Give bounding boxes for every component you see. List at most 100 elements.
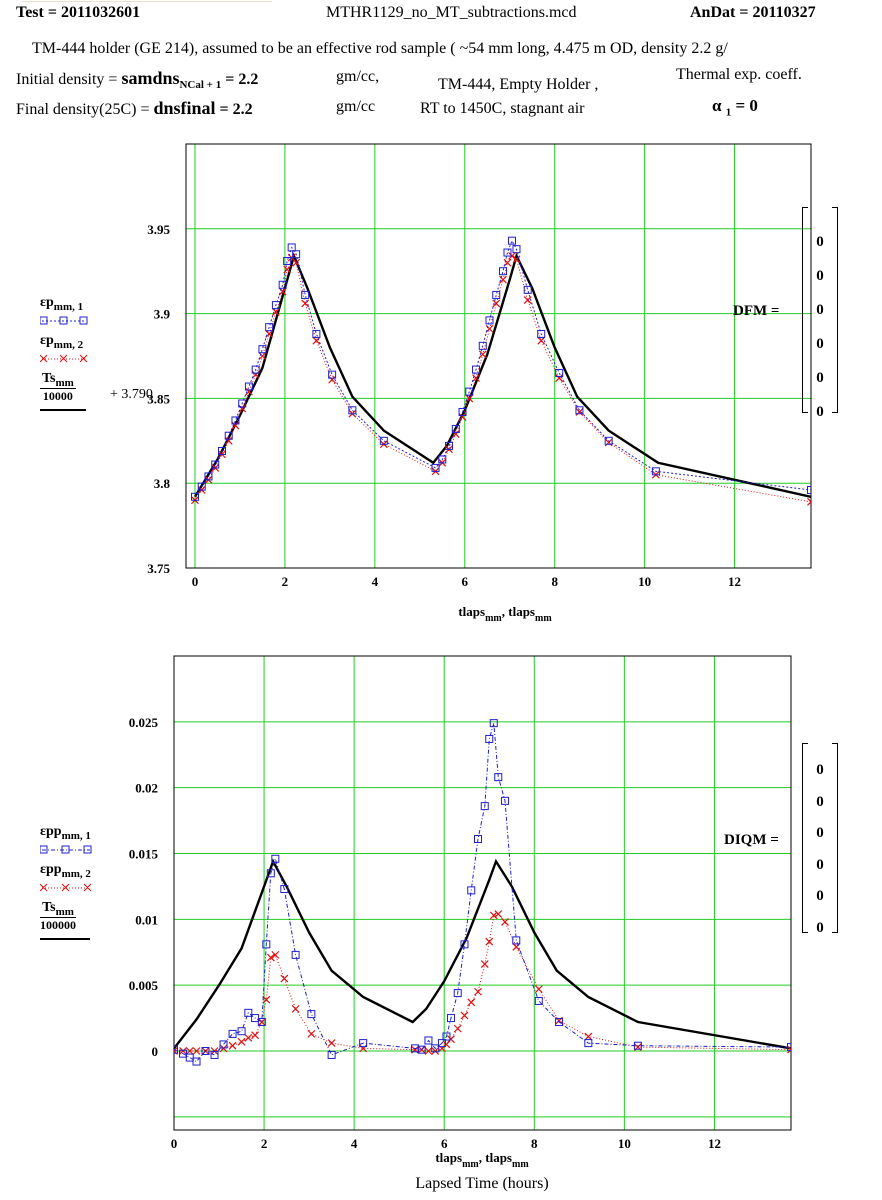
data-point <box>451 430 460 438</box>
data-point <box>480 960 489 969</box>
data-point <box>445 441 454 450</box>
data-point <box>494 910 503 918</box>
data-point <box>238 404 247 413</box>
legend-1: εpmm, 1 εpmm, 2 Tsmm 10000 + 3.790 <box>39 295 153 412</box>
data-point <box>272 307 280 316</box>
data-point <box>534 985 543 994</box>
series-1 <box>190 236 811 501</box>
data-point <box>262 995 271 1004</box>
data-point <box>271 950 280 959</box>
data-point <box>307 1010 316 1019</box>
diqm-matrix: 0 0 0 0 0 0 <box>802 743 838 936</box>
data-point <box>219 1040 228 1049</box>
data-point <box>480 802 489 811</box>
data-point <box>192 1057 201 1066</box>
data-point <box>507 236 516 245</box>
data-point <box>604 438 613 447</box>
series-line <box>193 252 811 498</box>
data-point <box>312 336 321 345</box>
y-tick-label: 0.025 <box>129 715 159 730</box>
data-point <box>291 1004 300 1013</box>
data-point <box>512 936 521 945</box>
density-chart: 0 2 4 6 8 10 12 3.75 3.8 3.85 3.9 3.95 tlapsmm, tla… <box>147 143 812 624</box>
data-point <box>807 497 811 506</box>
matrix-value: 0 <box>816 825 824 841</box>
x-tick-label: 2 <box>282 574 289 589</box>
final-density: Final density(25C) = dnsfinal = 2.2 <box>16 98 253 118</box>
tick-labels: 0 2 4 6 8 10 12 0 0.005 0.01 0.015 0.02 0.025 <box>129 715 721 1151</box>
data-point <box>278 280 287 289</box>
data-point <box>458 413 467 421</box>
data-point <box>307 1029 316 1038</box>
data-point <box>501 796 510 805</box>
x-tick-label: 10 <box>618 1136 631 1151</box>
series-line <box>194 255 811 503</box>
series-line <box>174 723 791 1063</box>
data-point <box>266 953 275 962</box>
data-point <box>604 436 613 445</box>
matrix-value: 0 <box>816 762 824 778</box>
data-point <box>447 1035 455 1044</box>
x-tick-label: 4 <box>351 1136 358 1151</box>
data-point <box>431 1044 440 1053</box>
series-group <box>174 719 791 1066</box>
dfm-label: DFM = <box>733 303 780 319</box>
legend-item-epp1: εppmm, 1 <box>40 824 91 842</box>
x-tick-label: 4 <box>372 574 379 589</box>
data-point <box>348 406 357 415</box>
legend-2: εppmm, 1 εppmm, 2 Tsmm 100000 <box>39 824 96 941</box>
data-point <box>485 316 494 325</box>
data-point <box>474 987 482 996</box>
y-tick-label: 3.85 <box>147 391 170 406</box>
data-point <box>312 329 321 338</box>
series-3 <box>174 858 791 1050</box>
data-point <box>197 482 206 491</box>
data-point <box>327 1050 336 1059</box>
data-point <box>251 1031 259 1040</box>
series-3 <box>193 252 811 498</box>
data-point <box>501 918 509 926</box>
data-point <box>301 290 310 299</box>
data-point <box>442 1032 451 1041</box>
data-point <box>417 1045 426 1054</box>
data-point <box>499 275 507 284</box>
data-point <box>555 368 564 377</box>
matrix-value: 0 <box>816 336 824 352</box>
x-axis-label-2: Lapsed Time (hours) <box>415 1175 548 1192</box>
data-point <box>179 1047 187 1055</box>
x-tick-label: 8 <box>531 1136 538 1151</box>
header-rule <box>22 1 272 2</box>
data-point <box>257 1018 266 1026</box>
data-point <box>523 285 532 294</box>
data-point <box>555 374 564 382</box>
legend-item-eps1: εpmm, 1 <box>40 295 84 313</box>
data-point <box>192 1047 201 1055</box>
data-point <box>224 431 233 440</box>
data-point <box>244 382 253 391</box>
data-point <box>431 463 440 472</box>
legend-swatch-epp2 <box>39 883 92 891</box>
run-description-1: TM-444, Empty Holder , <box>438 76 599 93</box>
data-point <box>472 365 481 374</box>
legend-item-ts2: Tsmm 100000 <box>40 899 76 933</box>
data-point <box>431 1047 440 1055</box>
data-point <box>460 1011 469 1020</box>
data-point <box>584 1039 593 1048</box>
data-point <box>292 258 301 267</box>
legend-swatch-epp1 <box>39 845 92 854</box>
data-point <box>512 245 521 254</box>
y-tick-label: 3.75 <box>147 561 170 576</box>
data-point <box>231 416 240 425</box>
data-point <box>472 374 480 382</box>
data-point <box>228 1041 237 1050</box>
data-point <box>458 407 467 416</box>
data-point <box>257 1018 266 1027</box>
x-tick-label: 0 <box>192 574 199 589</box>
sample-description: TM-444 holder (GE 214), assumed to be an… <box>32 40 728 57</box>
data-point <box>174 1045 178 1054</box>
matrix-value: 0 <box>816 856 824 873</box>
x-axis-label: tlapsmm, tlapsmm <box>435 1150 529 1170</box>
data-point <box>244 1033 253 1042</box>
matrix-value: 0 <box>816 919 824 936</box>
data-point <box>523 296 532 304</box>
